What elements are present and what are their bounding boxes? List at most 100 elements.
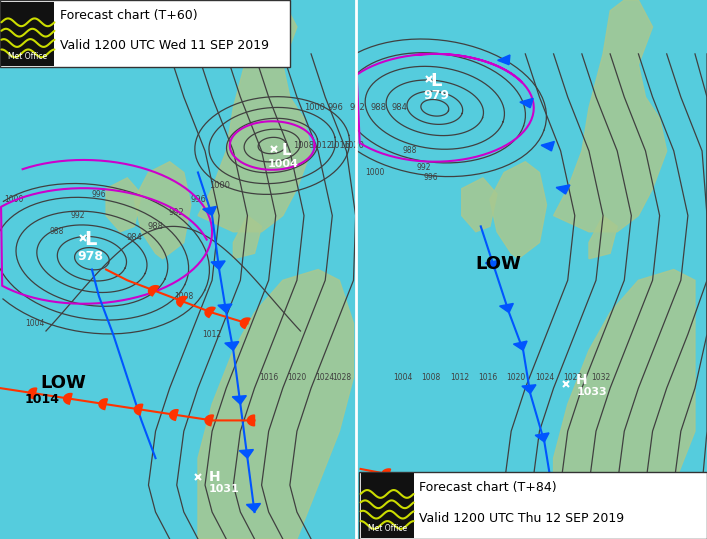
- Text: 979: 979: [423, 89, 449, 102]
- Text: Valid 1200 UTC Wed 11 SEP 2019: Valid 1200 UTC Wed 11 SEP 2019: [60, 39, 269, 52]
- Polygon shape: [211, 261, 225, 270]
- Text: Forecast chart (T+60): Forecast chart (T+60): [60, 9, 198, 22]
- Text: 996: 996: [328, 103, 344, 112]
- Text: L: L: [281, 143, 291, 158]
- Text: 1008: 1008: [174, 292, 194, 301]
- Polygon shape: [205, 307, 215, 317]
- Text: 1012: 1012: [311, 141, 332, 150]
- Polygon shape: [134, 162, 191, 259]
- Polygon shape: [205, 415, 214, 426]
- Text: 1000: 1000: [209, 182, 230, 190]
- Polygon shape: [541, 141, 554, 151]
- Text: L: L: [431, 72, 442, 90]
- Polygon shape: [417, 474, 426, 485]
- Text: 1000: 1000: [4, 195, 24, 204]
- Text: 1004: 1004: [25, 319, 45, 328]
- Polygon shape: [500, 303, 513, 313]
- Text: 988: 988: [370, 103, 386, 112]
- Text: 988: 988: [49, 227, 64, 236]
- Text: 1024: 1024: [315, 373, 335, 382]
- Polygon shape: [488, 485, 496, 496]
- Text: 988: 988: [403, 147, 417, 155]
- Polygon shape: [148, 286, 158, 296]
- Text: 978: 978: [78, 250, 103, 262]
- Text: 996: 996: [190, 195, 206, 204]
- Polygon shape: [177, 296, 187, 307]
- Polygon shape: [513, 341, 527, 350]
- Polygon shape: [543, 476, 557, 485]
- Text: 1004: 1004: [393, 373, 413, 382]
- Polygon shape: [382, 469, 390, 480]
- Text: 1028: 1028: [563, 373, 583, 382]
- Text: Met Office: Met Office: [368, 524, 407, 533]
- Text: 992: 992: [71, 211, 85, 220]
- Text: H: H: [449, 475, 460, 489]
- Text: LOW: LOW: [476, 255, 521, 273]
- Text: 1016: 1016: [478, 373, 498, 382]
- Text: H: H: [576, 373, 588, 387]
- Text: L: L: [84, 230, 97, 250]
- Text: 1020: 1020: [506, 373, 526, 382]
- Polygon shape: [522, 385, 536, 393]
- Polygon shape: [225, 342, 239, 350]
- Polygon shape: [486, 260, 499, 270]
- Bar: [361, 473, 414, 538]
- Text: 1020: 1020: [343, 141, 364, 150]
- Polygon shape: [198, 270, 354, 539]
- FancyBboxPatch shape: [359, 472, 707, 539]
- Bar: [1, 2, 54, 66]
- Text: L: L: [672, 472, 681, 486]
- Text: 992: 992: [169, 209, 185, 217]
- Text: 1020: 1020: [287, 373, 307, 382]
- Text: 1000: 1000: [365, 168, 385, 177]
- Text: 1016: 1016: [329, 141, 350, 150]
- Polygon shape: [535, 433, 549, 442]
- Text: Met Office: Met Office: [8, 52, 47, 61]
- Text: 1033: 1033: [576, 388, 607, 397]
- Polygon shape: [240, 318, 250, 328]
- Polygon shape: [554, 0, 667, 232]
- Polygon shape: [106, 178, 141, 232]
- Text: 1024: 1024: [534, 373, 554, 382]
- Polygon shape: [556, 185, 570, 194]
- Polygon shape: [198, 0, 311, 232]
- Text: LOW: LOW: [41, 374, 86, 392]
- Text: 1031: 1031: [209, 485, 239, 494]
- Text: 1012: 1012: [450, 373, 469, 382]
- Text: 1000: 1000: [304, 103, 325, 112]
- Polygon shape: [498, 55, 510, 65]
- Polygon shape: [490, 162, 547, 259]
- Polygon shape: [233, 396, 246, 404]
- Polygon shape: [554, 270, 695, 539]
- Text: 984: 984: [392, 103, 407, 112]
- Polygon shape: [233, 216, 262, 259]
- Text: 996: 996: [92, 190, 106, 198]
- Polygon shape: [462, 178, 497, 232]
- Polygon shape: [452, 480, 461, 490]
- Text: 1004: 1004: [267, 160, 298, 169]
- Text: 1032: 1032: [591, 373, 611, 382]
- Text: 988: 988: [148, 222, 163, 231]
- Text: 1008: 1008: [421, 373, 441, 382]
- Polygon shape: [247, 415, 255, 426]
- Polygon shape: [589, 216, 617, 259]
- Text: 1014: 1014: [25, 393, 60, 406]
- Text: H: H: [209, 470, 220, 484]
- Text: Valid 1200 UTC Thu 12 SEP 2019: Valid 1200 UTC Thu 12 SEP 2019: [419, 512, 624, 525]
- Text: 984: 984: [127, 233, 142, 241]
- Text: 1016: 1016: [259, 373, 279, 382]
- Text: 992: 992: [349, 103, 365, 112]
- Text: 1021: 1021: [672, 486, 703, 495]
- Polygon shape: [28, 388, 37, 399]
- Polygon shape: [550, 514, 564, 523]
- Polygon shape: [203, 206, 216, 216]
- Text: 996: 996: [424, 174, 438, 182]
- Text: 1028: 1028: [332, 373, 351, 382]
- Polygon shape: [64, 393, 72, 404]
- Text: 1008: 1008: [293, 141, 315, 150]
- Text: 1033: 1033: [449, 490, 479, 500]
- Polygon shape: [134, 404, 143, 415]
- Text: 992: 992: [417, 163, 431, 171]
- Polygon shape: [240, 450, 253, 458]
- Polygon shape: [247, 503, 260, 512]
